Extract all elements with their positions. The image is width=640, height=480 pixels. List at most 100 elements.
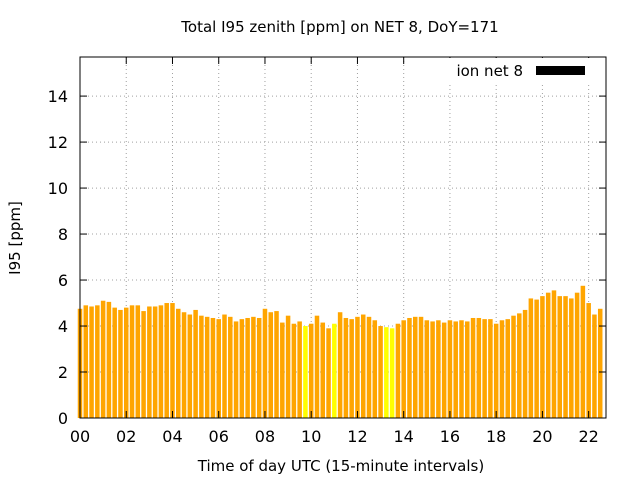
bars xyxy=(77,285,603,418)
bar xyxy=(563,296,568,418)
bar xyxy=(395,323,401,418)
bar xyxy=(332,323,337,418)
bar xyxy=(176,308,181,418)
bar xyxy=(488,319,493,418)
bar xyxy=(401,320,406,418)
legend-swatch xyxy=(536,66,585,75)
bar xyxy=(83,305,89,418)
y-tick-label: 8 xyxy=(58,225,68,244)
bar xyxy=(511,315,516,418)
bar xyxy=(540,296,545,418)
bar xyxy=(522,309,528,418)
bar xyxy=(597,308,603,418)
bar xyxy=(465,321,470,418)
bar xyxy=(256,317,262,418)
bar xyxy=(251,316,256,418)
bar xyxy=(164,303,169,418)
bar xyxy=(199,315,204,418)
bar xyxy=(308,323,314,418)
bar xyxy=(239,319,245,418)
bar xyxy=(586,303,591,418)
bar xyxy=(326,328,331,418)
bar xyxy=(447,320,453,418)
x-tick-label: 02 xyxy=(116,427,136,446)
bar xyxy=(210,317,216,418)
bar xyxy=(100,300,106,418)
x-tick-label: 16 xyxy=(440,427,460,446)
bar xyxy=(262,308,268,418)
y-tick-label: 14 xyxy=(48,87,68,106)
bar xyxy=(158,305,164,418)
y-tick-label: 12 xyxy=(48,133,68,152)
bar xyxy=(233,321,239,418)
bar xyxy=(407,317,412,418)
bar xyxy=(135,305,141,418)
bar xyxy=(245,317,250,418)
bar xyxy=(181,312,187,418)
bar xyxy=(534,299,539,418)
x-tick-label: 00 xyxy=(70,427,90,446)
y-tick-label: 6 xyxy=(58,271,68,290)
bar xyxy=(106,301,112,418)
y-tick-label: 10 xyxy=(48,179,68,198)
bar xyxy=(436,320,441,418)
bar xyxy=(517,313,522,418)
bar xyxy=(482,319,487,418)
legend-label: ion net 8 xyxy=(456,62,523,80)
bar xyxy=(441,322,447,418)
bar xyxy=(320,322,326,418)
bar xyxy=(412,316,418,418)
bar xyxy=(129,305,135,418)
bar xyxy=(285,315,291,418)
bar xyxy=(228,316,233,418)
bar xyxy=(349,319,354,418)
bar xyxy=(574,292,580,418)
x-tick-label: 18 xyxy=(486,427,506,446)
bar xyxy=(123,307,129,418)
y-tick-label: 4 xyxy=(58,317,68,336)
bar xyxy=(204,316,210,418)
bar xyxy=(343,317,349,418)
bar xyxy=(141,311,146,418)
bar xyxy=(384,327,389,418)
x-tick-label: 08 xyxy=(255,427,275,446)
bar xyxy=(493,323,499,418)
bar xyxy=(430,321,435,418)
bar xyxy=(187,314,193,418)
bar xyxy=(193,309,198,418)
bar xyxy=(297,321,302,418)
plot-frame xyxy=(79,56,607,419)
bar xyxy=(551,290,557,418)
bar xyxy=(424,320,430,418)
x-tick-label: 22 xyxy=(578,427,598,446)
bar xyxy=(274,311,279,418)
bar xyxy=(216,319,221,418)
x-tick-label: 06 xyxy=(209,427,229,446)
bar xyxy=(152,306,158,418)
chart-title: Total I95 zenith [ppm] on NET 8, DoY=171 xyxy=(180,18,498,36)
bar xyxy=(95,305,100,418)
x-tick-label: 04 xyxy=(162,427,182,446)
bar xyxy=(372,320,378,418)
bar xyxy=(499,320,505,418)
bar xyxy=(557,296,563,418)
bar xyxy=(222,314,227,418)
x-tick-labels: 00 02 04 06 08 10 12 14 16 18 20 22 xyxy=(70,427,599,446)
bar xyxy=(280,322,285,418)
bar xyxy=(89,306,94,418)
bar xyxy=(337,312,343,418)
x-tick-label: 10 xyxy=(301,427,321,446)
bar xyxy=(528,298,534,418)
bar xyxy=(389,328,395,418)
bar xyxy=(459,320,464,418)
y-axis-label: I95 [ppm] xyxy=(6,201,24,275)
bar xyxy=(314,315,320,418)
bar xyxy=(505,319,510,418)
bar xyxy=(355,316,360,418)
bar xyxy=(360,314,366,418)
x-tick-label: 12 xyxy=(347,427,367,446)
x-axis-label: Time of day UTC (15-minute intervals) xyxy=(197,457,484,475)
legend: ion net 8 xyxy=(448,58,603,82)
y-tick-label: 0 xyxy=(58,409,68,428)
bar xyxy=(470,317,476,418)
